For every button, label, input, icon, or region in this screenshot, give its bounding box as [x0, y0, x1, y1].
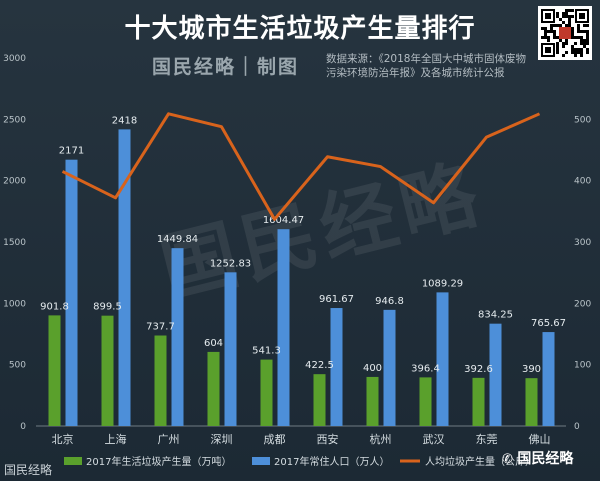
garbage-value-label: 541.3 [252, 346, 281, 357]
population-bar [65, 159, 78, 426]
garbage-value-label: 400 [363, 363, 382, 374]
wechat-icon: ✆ [502, 452, 518, 467]
category-label: 北京 [52, 432, 74, 446]
population-value-label: 1089.29 [422, 278, 463, 289]
category-label: 上海 [105, 432, 127, 446]
y-right-tick-label: 0 [574, 422, 580, 432]
category-label: 广州 [158, 433, 180, 446]
garbage-bar [419, 377, 432, 426]
population-value-label: 1604.47 [263, 215, 304, 226]
population-value-label: 946.8 [375, 296, 404, 307]
y-left-tick-label: 1500 [3, 238, 26, 248]
population-value-label: 1449.84 [157, 234, 198, 245]
population-bar [224, 272, 237, 426]
y-right-tick-label: 300 [574, 238, 591, 248]
y-left-tick-label: 0 [20, 422, 26, 432]
garbage-value-label: 422.5 [305, 360, 334, 371]
population-bar [277, 229, 290, 426]
population-bar [542, 332, 555, 426]
population-bar [118, 129, 131, 426]
chart-title: 十大城市生活垃圾产生量排行 [124, 14, 476, 44]
source-line-1: 数据来源：《2018年全国大中城市固体废物 [326, 53, 526, 65]
category-label: 佛山 [529, 433, 551, 446]
y-left-tick-label: 2500 [3, 115, 26, 125]
garbage-value-label: 392.6 [464, 364, 493, 375]
garbage-bar [260, 359, 273, 426]
category-label: 东莞 [476, 433, 498, 446]
qr-code-icon [538, 6, 592, 60]
legend-swatch-garbage [64, 457, 82, 465]
garbage-value-label: 737.7 [146, 322, 175, 333]
legend-label-garbage: 2017年生活垃圾产生量（万吨） [86, 455, 231, 468]
y-left-tick-label: 500 [9, 361, 26, 371]
category-label: 深圳 [211, 433, 233, 446]
population-value-label: 2418 [112, 115, 137, 126]
legend-label-per-capita: 人均垃圾产生量（公斤） [425, 455, 535, 468]
population-value-label: 961.67 [319, 294, 354, 305]
y-right-tick-label: 500 [574, 115, 591, 125]
y-right-tick-label: 100 [574, 361, 591, 371]
population-value-label: 2171 [59, 146, 84, 157]
garbage-bar [154, 335, 167, 426]
y-right-tick-label: 200 [574, 299, 591, 309]
brand-credit: 国民经略｜制图 [152, 56, 300, 78]
corner-watermark: 国民经略 [4, 463, 53, 477]
y-left-tick-label: 1000 [3, 299, 26, 309]
per-capita-line [61, 112, 541, 221]
population-value-label: 834.25 [478, 310, 513, 321]
garbage-bar [472, 377, 485, 426]
data-source: 数据来源：《2018年全国大中城市固体废物 污染环境防治年报》及各城市统计公报 [326, 52, 536, 80]
population-bar [436, 292, 449, 426]
population-bar [383, 309, 396, 426]
garbage-bar [525, 378, 538, 426]
population-value-label: 765.67 [531, 318, 566, 329]
population-value-label: 1252.83 [210, 258, 251, 269]
source-line-2: 污染环境防治年报》及各城市统计公报 [326, 67, 505, 79]
y-left-tick-label: 3000 [3, 54, 26, 64]
garbage-value-label: 899.5 [93, 302, 122, 313]
garbage-bar [366, 376, 379, 426]
legend-label-population: 2017年常住人口（万人） [274, 455, 389, 468]
garbage-bar [101, 315, 114, 426]
garbage-value-label: 604 [204, 338, 223, 349]
garbage-value-label: 901.8 [40, 301, 69, 312]
y-right-tick-label: 400 [574, 177, 591, 187]
garbage-value-label: 390 [522, 364, 541, 375]
bottom-brand-text: 国民经略 [517, 451, 574, 467]
y-left-tick-label: 2000 [3, 177, 26, 187]
garbage-bar [313, 374, 326, 426]
garbage-value-label: 396.4 [411, 363, 440, 374]
legend-swatch-population [252, 457, 270, 465]
population-bar [330, 308, 343, 426]
garbage-bar [48, 315, 61, 426]
population-bar [489, 323, 502, 426]
garbage-bar [207, 351, 220, 426]
category-label: 成都 [264, 433, 286, 446]
category-label: 西安 [317, 432, 339, 446]
category-label: 武汉 [423, 433, 445, 446]
bottom-brand: ✆ 国民经略 [502, 448, 573, 468]
category-label: 杭州 [370, 432, 392, 446]
population-bar [171, 248, 184, 426]
